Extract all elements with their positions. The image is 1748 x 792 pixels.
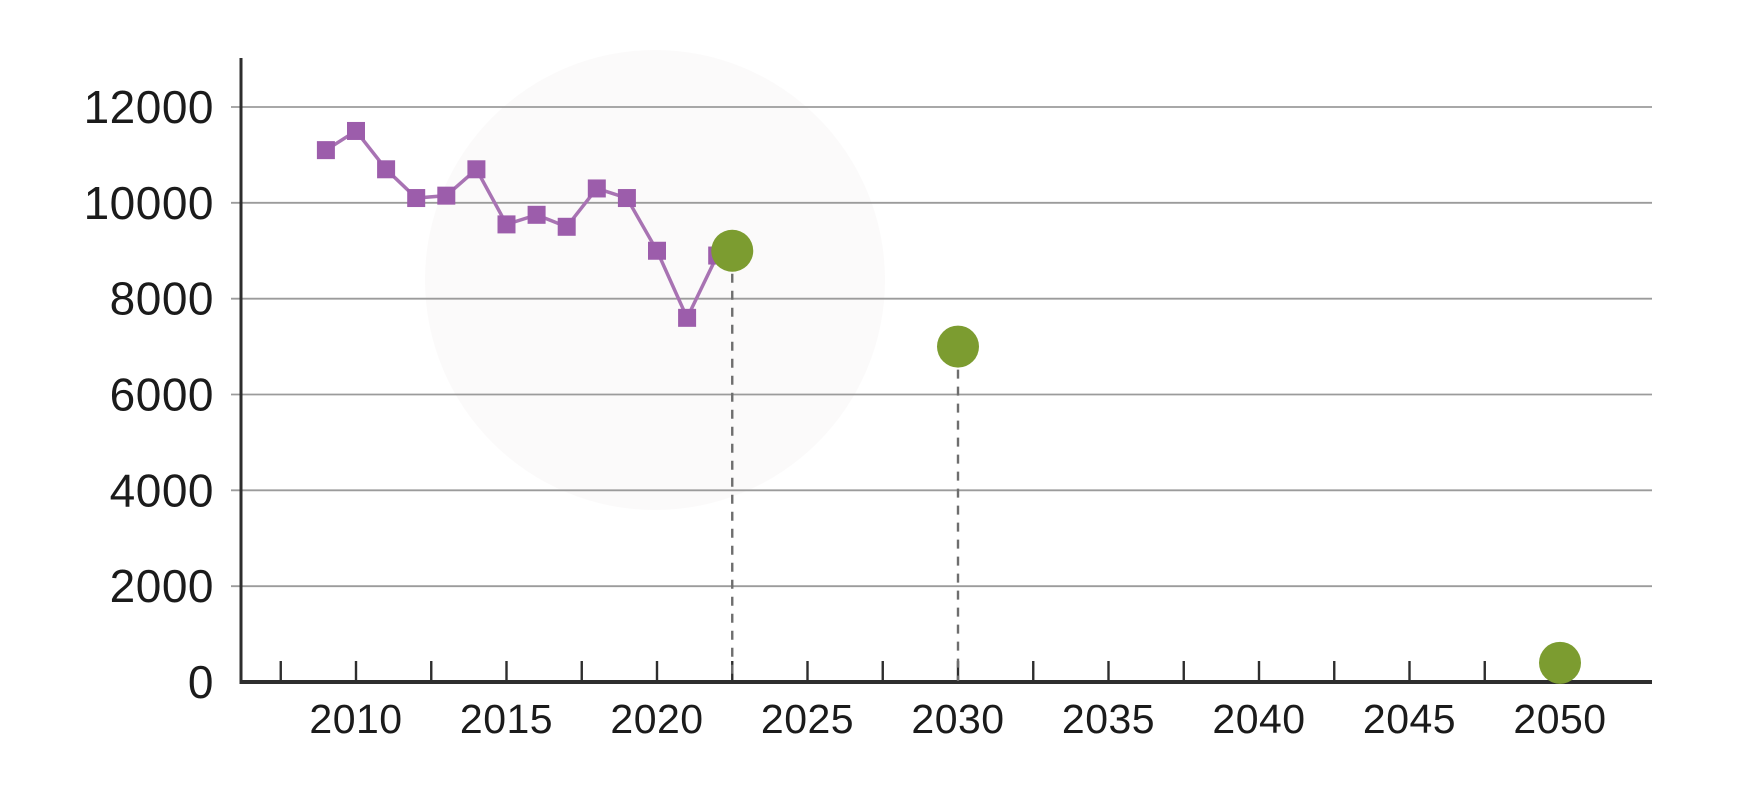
observed-data-point [497, 215, 516, 234]
x-tick-label: 2050 [1513, 696, 1606, 742]
x-tick-label: 2030 [911, 696, 1004, 742]
observed-data-point [587, 179, 606, 198]
x-tick-label: 2025 [761, 696, 854, 742]
y-tick-label: 0 [188, 656, 214, 708]
target-data-point [711, 229, 754, 272]
observed-data-point [467, 160, 486, 179]
x-tick-label: 2035 [1062, 696, 1155, 742]
observed-data-point [617, 189, 636, 208]
observed-data-point [527, 205, 546, 224]
y-tick-label: 12000 [84, 81, 214, 133]
background-watermark [425, 50, 885, 510]
target-data-point [1539, 641, 1581, 684]
observed-data-point [648, 241, 666, 260]
x-tick-label: 2020 [610, 696, 703, 742]
observed-data-point [678, 308, 697, 327]
observed-data-point [347, 121, 365, 140]
observed-data-point [437, 186, 456, 205]
observed-data-point [407, 189, 426, 208]
observed-data-point [316, 141, 335, 160]
observed-data-point [377, 160, 396, 179]
y-tick-label: 2000 [110, 560, 214, 612]
x-tick-label: 2040 [1212, 696, 1305, 742]
observed-data-point [557, 217, 576, 236]
y-tick-label: 4000 [110, 464, 214, 516]
x-tick-label: 2045 [1363, 696, 1456, 742]
y-tick-label: 10000 [84, 177, 214, 229]
y-tick-label: 8000 [110, 273, 214, 325]
target-data-point [937, 325, 979, 368]
x-tick-label: 2010 [309, 696, 402, 742]
x-tick-label: 2015 [460, 696, 553, 742]
y-tick-label: 6000 [110, 369, 214, 421]
